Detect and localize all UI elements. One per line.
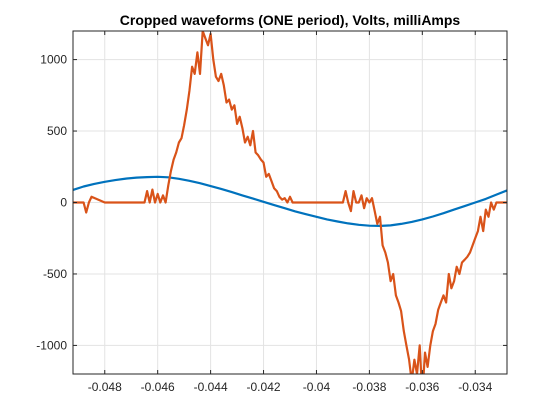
- axis-ticks: -0.048 -0.046 -0.044 -0.042 -0.04 -0.038 -0.03…: [36, 31, 507, 394]
- chart-title: Cropped waveforms (ONE period), Volts, m…: [120, 12, 461, 28]
- x-tick-label: -0.036: [405, 380, 439, 394]
- y-tick-label: -1000: [36, 338, 67, 352]
- x-tick-label: -0.042: [247, 380, 281, 394]
- x-tick-label: -0.048: [88, 380, 122, 394]
- y-tick-label: 0: [60, 196, 67, 210]
- x-tick-label: -0.046: [141, 380, 175, 394]
- x-tick-label: -0.038: [352, 380, 386, 394]
- plot-series: [73, 31, 507, 374]
- y-tick-label: -500: [43, 267, 67, 281]
- y-tick-label: 1000: [40, 53, 67, 67]
- x-tick-label: -0.034: [458, 380, 492, 394]
- x-tick-label: -0.04: [303, 380, 331, 394]
- series-line-blue: [73, 175, 507, 227]
- x-tick-label: -0.044: [194, 380, 228, 394]
- series-line-orange: [73, 31, 507, 374]
- y-tick-label: 500: [47, 124, 67, 138]
